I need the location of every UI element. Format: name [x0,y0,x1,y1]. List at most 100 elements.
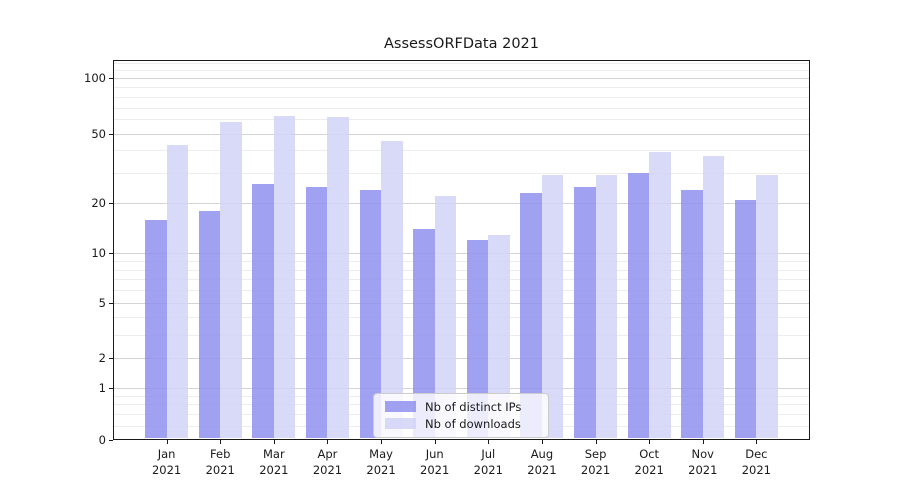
x-tick-label: Jan 2021 [137,447,197,478]
bar-mar-downloads [273,115,296,439]
bar-jun-downloads [434,196,457,439]
major-gridline [114,303,809,304]
minor-gridline [114,107,809,109]
x-tick-mark [702,439,704,444]
x-tick-mark [756,439,758,444]
bar-apr-downloads [327,116,349,439]
bar-sep-distinct-ips [574,186,596,439]
y-tick-label: 2 [98,350,106,365]
major-gridline [114,78,809,80]
y-tick-mark [109,133,113,135]
x-tick-label: May 2021 [351,447,411,478]
x-tick-mark [488,439,490,444]
y-tick-mark [109,78,113,80]
x-tick-label: Feb 2021 [190,447,250,478]
minor-gridline [114,63,809,65]
x-tick-label: Apr 2021 [297,447,357,478]
legend-label: Nb of downloads [425,416,521,431]
chart-title: AssessORFData 2021 [383,36,540,52]
legend-row: Nb of downloads [385,415,548,432]
bar-jan-distinct-ips [145,219,167,439]
x-tick-label: Oct 2021 [619,447,679,478]
plot-area [113,60,810,440]
minor-gridline [114,86,809,88]
x-tick-year: 2021 [151,462,182,477]
bar-nov-downloads [702,156,725,439]
y-tick-mark [109,203,113,205]
x-tick-mark [595,439,597,444]
x-tick-year: 2021 [634,462,664,477]
x-tick-year: 2021 [366,462,396,477]
x-tick-label: Mar 2021 [244,447,304,478]
bar-dec-distinct-ips [734,199,757,439]
x-tick-year: 2021 [580,462,611,477]
bar-feb-distinct-ips [198,211,221,439]
minor-gridline [114,150,809,151]
x-tick-mark [220,439,222,444]
minor-gridline [114,335,809,337]
x-tick-month: Jun [425,447,444,461]
x-tick-month: Jan [157,447,176,461]
x-tick-mark [649,439,651,444]
bar-feb-downloads [220,121,242,439]
x-tick-month: Sep [584,447,607,461]
legend-row: Nb of distinct IPs [385,398,548,415]
y-tick-label: 100 [84,71,106,86]
bar-oct-downloads [649,152,671,439]
minor-gridline [114,261,809,263]
x-tick-mark [381,439,383,444]
minor-gridline [114,317,809,319]
x-tick-mark [327,439,329,444]
x-tick-year: 2021 [312,462,343,477]
x-tick-month: Jul [481,447,496,461]
bar-nov-distinct-ips [681,189,703,439]
legend-swatch [385,401,416,412]
minor-gridline [114,119,809,121]
bar-jun-distinct-ips [413,229,435,439]
y-tick-label: 5 [98,296,106,310]
minor-gridline [114,279,809,281]
x-tick-mark [541,439,543,444]
bar-oct-distinct-ips [627,172,650,439]
y-tick-label: 0 [98,432,106,447]
major-gridline [114,253,809,255]
legend: Nb of distinct IPs Nb of downloads [373,393,549,438]
major-gridline [114,387,809,389]
x-tick-mark [434,439,436,444]
bar-mar-distinct-ips [252,183,274,439]
x-tick-year: 2021 [688,462,718,477]
bar-dec-downloads [756,175,778,439]
x-tick-month: Nov [691,447,714,461]
y-tick-mark [109,253,113,255]
x-tick-label: Aug 2021 [512,447,572,478]
y-tick-mark [109,303,113,304]
minor-gridline [114,269,809,271]
bar-sep-downloads [595,175,618,439]
legend-swatch [385,418,416,429]
minor-gridline [114,172,809,174]
bar-apr-distinct-ips [305,186,328,439]
x-tick-year: 2021 [205,462,235,477]
x-tick-label: Sep 2021 [566,447,626,478]
x-tick-year: 2021 [259,462,289,477]
x-tick-year: 2021 [420,462,450,477]
x-tick-month: Dec [745,447,768,461]
x-tick-mark [166,439,168,444]
x-tick-month: Mar [262,447,285,461]
bar-aug-downloads [541,175,564,439]
x-tick-mark [273,439,275,444]
x-tick-month: Aug [530,447,554,461]
y-tick-mark [109,439,113,441]
x-tick-year: 2021 [473,462,503,477]
major-gridline [114,357,809,359]
y-tick-label: 50 [91,126,106,141]
x-tick-month: Oct [639,447,660,461]
bar-may-downloads [381,141,403,439]
major-gridline [114,203,809,205]
x-tick-label: Jul 2021 [458,447,518,478]
minor-gridline [114,70,809,72]
bar-may-distinct-ips [359,189,382,439]
bar-jan-downloads [166,144,189,439]
minor-gridline [114,96,809,98]
